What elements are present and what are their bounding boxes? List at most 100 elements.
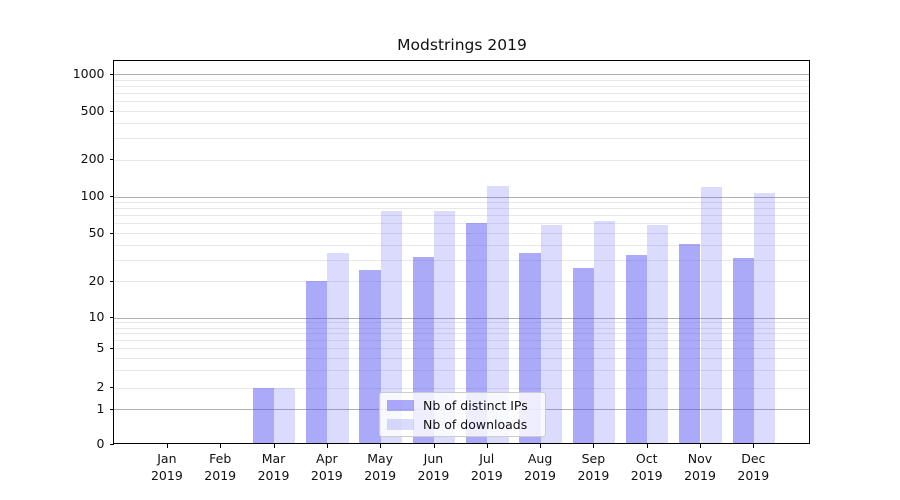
bar-distinct-ips-mar bbox=[252, 387, 274, 443]
x-tick-mark bbox=[273, 444, 275, 448]
y-tick-mark bbox=[109, 196, 114, 197]
bar-downloads-sep bbox=[593, 220, 616, 443]
y-tick-label: 10 bbox=[88, 309, 105, 325]
minor-gridline bbox=[114, 357, 809, 359]
bar-downloads-aug bbox=[540, 225, 562, 443]
x-tick-mark bbox=[326, 444, 328, 448]
x-tick-mark bbox=[220, 444, 222, 448]
legend-swatch-downloads bbox=[387, 418, 414, 430]
legend: Nb of distinct IPs Nb of downloads bbox=[379, 392, 546, 437]
y-tick-mark bbox=[109, 317, 114, 319]
x-tick-mark bbox=[646, 444, 648, 448]
x-tick-mark bbox=[380, 444, 382, 448]
x-tick-mark bbox=[166, 444, 168, 448]
minor-gridline bbox=[114, 233, 809, 234]
minor-gridline bbox=[114, 86, 809, 88]
y-tick-mark bbox=[109, 159, 114, 161]
minor-gridline bbox=[114, 348, 809, 349]
x-tick-mark bbox=[540, 444, 542, 448]
minor-gridline bbox=[114, 281, 809, 283]
legend-label-downloads: Nb of downloads bbox=[423, 416, 528, 432]
x-tick-mark bbox=[753, 444, 755, 448]
bar-downloads-jun bbox=[434, 211, 456, 443]
minor-gridline bbox=[114, 322, 809, 324]
minor-gridline bbox=[114, 333, 809, 335]
y-tick-mark bbox=[109, 347, 114, 349]
y-tick-mark bbox=[109, 110, 114, 112]
minor-gridline bbox=[114, 370, 809, 371]
y-tick-mark bbox=[109, 444, 114, 445]
y-tick-mark bbox=[109, 280, 114, 282]
x-tick-label: Sep 2019 bbox=[577, 451, 610, 483]
y-tick-label: 0 bbox=[96, 436, 105, 451]
x-tick-label: Nov 2019 bbox=[684, 451, 716, 483]
y-tick-label: 5 bbox=[96, 339, 105, 355]
x-tick-label: Feb 2019 bbox=[204, 451, 237, 483]
major-gridline bbox=[114, 317, 809, 319]
bar-downloads-dec bbox=[753, 192, 776, 443]
bar-distinct-ips-dec bbox=[732, 258, 754, 443]
plot-area bbox=[113, 60, 810, 444]
bar-distinct-ips-sep bbox=[572, 267, 594, 443]
legend-item-downloads: Nb of downloads bbox=[387, 417, 538, 432]
minor-gridline bbox=[114, 111, 809, 113]
bar-downloads-apr bbox=[327, 253, 349, 443]
bar-distinct-ips-may bbox=[359, 269, 381, 443]
y-tick-label: 20 bbox=[88, 272, 105, 288]
minor-gridline bbox=[114, 215, 809, 217]
minor-gridline bbox=[114, 327, 809, 329]
y-tick-label: 200 bbox=[80, 151, 105, 167]
minor-gridline bbox=[114, 387, 809, 389]
x-tick-label: Apr 2019 bbox=[310, 451, 343, 483]
y-tick-label: 1000 bbox=[72, 65, 105, 81]
y-tick-label: 50 bbox=[88, 224, 105, 240]
minor-gridline bbox=[114, 159, 809, 161]
chart-title: Modstrings 2019 bbox=[397, 36, 527, 54]
minor-gridline bbox=[114, 244, 809, 246]
x-tick-mark bbox=[593, 444, 595, 448]
bar-distinct-ips-oct bbox=[625, 254, 648, 443]
x-tick-label: May 2019 bbox=[364, 451, 397, 483]
bar-downloads-jul bbox=[487, 185, 509, 443]
x-tick-label: Oct 2019 bbox=[630, 451, 663, 483]
bar-distinct-ips-nov bbox=[679, 243, 701, 443]
minor-gridline bbox=[114, 122, 809, 124]
x-tick-label: Jun 2019 bbox=[417, 451, 450, 483]
y-tick-label: 1 bbox=[96, 400, 105, 416]
minor-gridline bbox=[114, 208, 809, 210]
y-tick-mark bbox=[109, 73, 114, 75]
x-tick-mark bbox=[700, 444, 701, 448]
x-tick-label: Dec 2019 bbox=[737, 451, 770, 483]
x-tick-label: Mar 2019 bbox=[257, 451, 290, 483]
bar-downloads-mar bbox=[274, 387, 296, 443]
minor-gridline bbox=[114, 138, 809, 140]
x-tick-label: Jul 2019 bbox=[470, 451, 503, 483]
bar-downloads-nov bbox=[700, 186, 722, 443]
x-tick-label: Jan 2019 bbox=[150, 451, 183, 483]
y-tick-label: 2 bbox=[96, 379, 105, 394]
y-tick-mark bbox=[109, 408, 114, 410]
bar-downloads-may bbox=[380, 211, 402, 443]
minor-gridline bbox=[114, 259, 809, 261]
minor-gridline bbox=[114, 202, 809, 204]
x-tick-mark bbox=[486, 444, 488, 448]
legend-swatch-distinct-ips bbox=[387, 399, 414, 411]
minor-gridline bbox=[114, 223, 809, 225]
minor-gridline bbox=[114, 93, 809, 95]
x-tick-mark bbox=[433, 444, 435, 448]
bar-distinct-ips-jul bbox=[466, 223, 488, 443]
x-tick-label: Aug 2019 bbox=[524, 451, 556, 483]
major-gridline bbox=[114, 74, 809, 76]
minor-gridline bbox=[114, 79, 809, 81]
major-gridline bbox=[114, 196, 809, 198]
bar-distinct-ips-apr bbox=[306, 281, 328, 443]
bar-downloads-oct bbox=[647, 225, 669, 443]
minor-gridline bbox=[114, 340, 809, 342]
y-tick-mark bbox=[109, 232, 114, 234]
y-tick-label: 100 bbox=[80, 188, 105, 203]
legend-label-distinct-ips: Nb of distinct IPs bbox=[423, 397, 528, 413]
minor-gridline bbox=[114, 101, 809, 103]
y-tick-mark bbox=[109, 387, 114, 388]
y-tick-label: 500 bbox=[80, 102, 105, 118]
